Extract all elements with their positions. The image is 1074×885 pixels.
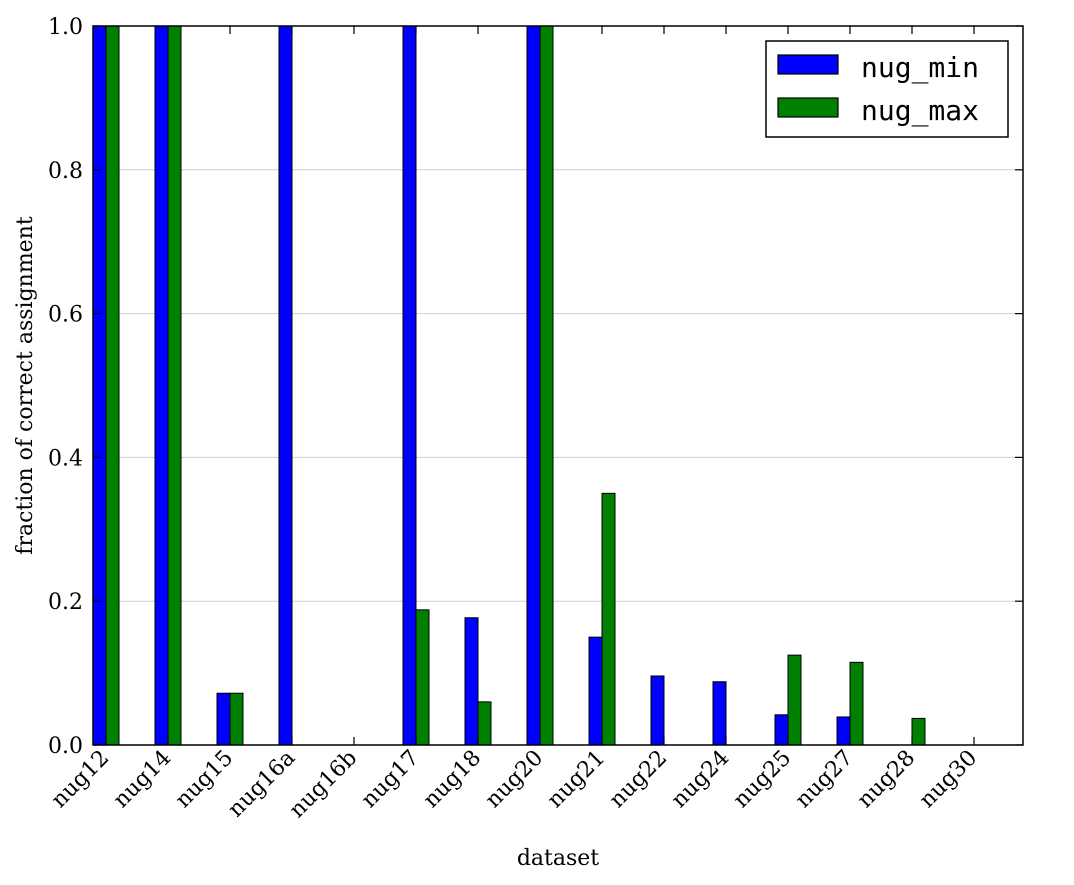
x-tick-label: nug22 <box>605 746 672 813</box>
y-tick-label: 1.0 <box>48 15 83 40</box>
bar-nug-min-nug22 <box>650 675 665 746</box>
bar-nug-max-nug18 <box>477 701 492 746</box>
bar-nug-max-nug15 <box>229 692 244 746</box>
y-tick-label: 0.4 <box>48 446 83 471</box>
bar-nug-min-nug21 <box>588 636 603 746</box>
y-tick-label: 0.8 <box>48 159 83 184</box>
bar-nug-max-nug25 <box>787 654 802 746</box>
x-tick-label: nug16b <box>285 746 362 823</box>
bar-nug-min-nug25 <box>774 714 789 746</box>
bar-nug-max-nug14 <box>167 25 182 746</box>
x-tick-label: nug18 <box>419 746 486 813</box>
bar-nug-max-nug20 <box>539 25 554 746</box>
bar-nug-min-nug16a <box>278 25 293 746</box>
x-tick-label: nug30 <box>915 746 982 813</box>
legend-label-nug-max: nug_max <box>861 94 979 128</box>
x-tick-label: nug21 <box>543 746 610 813</box>
y-tick-label: 0.0 <box>48 734 83 759</box>
bar-nug-max-nug21 <box>601 492 616 746</box>
legend-label-nug-min: nug_min <box>861 51 979 85</box>
x-tick-label: nug16a <box>223 746 300 823</box>
legend-swatch-nug-max <box>777 97 839 118</box>
x-tick-label: nug17 <box>357 746 424 813</box>
bar-nug-min-nug14 <box>154 25 169 746</box>
legend-swatch-nug-min <box>777 54 839 75</box>
grid-layer <box>93 169 1023 602</box>
x-tick-label: nug14 <box>109 746 176 813</box>
x-tick-label: nug25 <box>729 746 796 813</box>
bar-nug-max-nug28 <box>911 717 926 746</box>
y-tick-label: 0.2 <box>48 590 83 615</box>
y-axis-title: fraction of correct assignment <box>13 216 38 555</box>
bar-nug-min-nug27 <box>836 716 851 746</box>
bar-nug-min-nug20 <box>526 25 541 746</box>
bar-layer <box>92 25 926 746</box>
x-tick-label: nug27 <box>791 746 858 813</box>
y-tick-label: 0.6 <box>48 303 83 328</box>
x-tick-label: nug20 <box>481 746 548 813</box>
x-tick-label: nug24 <box>667 746 734 813</box>
x-tick-label: nug28 <box>853 746 920 813</box>
bar-nug-max-nug27 <box>849 661 864 746</box>
bar-nug-min-nug17 <box>402 25 417 746</box>
plot-frame <box>92 25 1024 746</box>
bar-nug-max-nug17 <box>415 609 430 746</box>
bar-nug-min-nug12 <box>92 25 107 746</box>
x-axis-title: dataset <box>517 846 599 871</box>
bar-nug-min-nug18 <box>464 617 479 746</box>
legend: nug_min nug_max <box>765 40 1009 138</box>
bar-nug-min-nug15 <box>216 692 231 746</box>
bar-nug-min-nug24 <box>712 681 727 746</box>
bar-nug-max-nug12 <box>105 25 120 746</box>
